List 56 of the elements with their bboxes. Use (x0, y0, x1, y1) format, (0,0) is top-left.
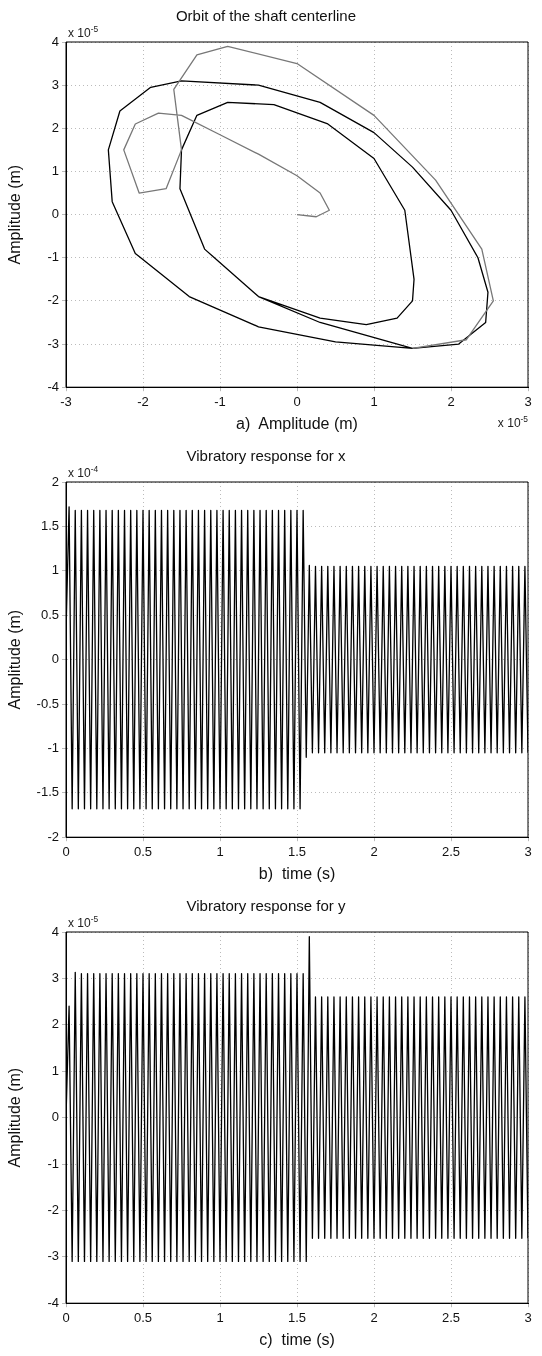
y-tick-label: 0 (51, 651, 59, 667)
x-tick-label: 0 (293, 393, 301, 409)
y-tick-label: -3 (47, 1248, 59, 1264)
y-tick-label: -1 (47, 1155, 59, 1171)
x-tick-label: 1.5 (287, 1309, 307, 1325)
x-tick-label: 2.5 (441, 1309, 461, 1325)
x-tick-label: 2 (447, 393, 455, 409)
x-tick-label: 1 (370, 393, 378, 409)
y-tick-label: 4 (51, 33, 59, 49)
y-tick-label: -1 (47, 249, 59, 265)
y-tick-label: -2 (47, 828, 59, 844)
x-tick-label: -1 (214, 393, 226, 409)
y-tick-label: -3 (47, 335, 59, 351)
x-tick-label: 3 (524, 393, 532, 409)
chart-title: Orbit of the shaft centerline (175, 7, 357, 25)
x-tick-label: 3 (524, 843, 532, 859)
y-tick-label: 2 (51, 119, 59, 135)
y-tick-label: 0 (51, 1109, 59, 1125)
y-tick-label: 3 (51, 969, 59, 985)
y-tick-label: 3 (51, 76, 59, 92)
chart-title: Vibratory response for x (186, 447, 346, 465)
y-tick-label: -2 (47, 292, 59, 308)
x-tick-label: -2 (137, 393, 149, 409)
x-tick-label: 2 (370, 1309, 378, 1325)
y-tick-label: 2 (51, 473, 59, 489)
y-tick-label: -1.5 (36, 784, 59, 800)
x-tick-label: 0 (62, 1309, 70, 1325)
y-tick-label: 1 (51, 562, 59, 578)
y-tick-label: 1.5 (40, 517, 59, 533)
y-axis-title: Amplitude (m) (6, 1067, 24, 1168)
x-tick-label: 1 (216, 1309, 224, 1325)
y-tick-label: -4 (47, 378, 59, 394)
y-tick-label: 1 (51, 1062, 59, 1078)
x-tick-label: 3 (524, 1309, 532, 1325)
x-axis-title: b) time (s) (258, 864, 336, 882)
x-tick-label: 1.5 (287, 843, 307, 859)
x-axis-title: c) time (s) (259, 1330, 335, 1348)
y-axis-title: Amplitude (m) (6, 609, 24, 710)
x-tick-label: 2.5 (441, 843, 461, 859)
y-tick-label: 2 (51, 1016, 59, 1032)
x-tick-label: 0.5 (133, 843, 153, 859)
y-tick-label: 0.5 (40, 606, 59, 622)
y-tick-label: 1 (51, 163, 59, 179)
y-tick-label: 4 (51, 923, 59, 939)
x-axis-title: a) Amplitude (m) (236, 414, 358, 432)
y-tick-label: -2 (47, 1201, 59, 1217)
x-tick-label: 0.5 (133, 1309, 153, 1325)
y-tick-label: -1 (47, 739, 59, 755)
y-axis-title: Amplitude (m) (6, 164, 24, 265)
y-tick-label: 0 (51, 206, 59, 222)
x-tick-label: 0 (62, 843, 70, 859)
x-tick-label: 1 (216, 843, 224, 859)
chart-title: Vibratory response for y (186, 897, 346, 915)
x-tick-label: 2 (370, 843, 378, 859)
y-tick-label: -4 (47, 1294, 59, 1310)
y-tick-label: -0.5 (36, 695, 59, 711)
